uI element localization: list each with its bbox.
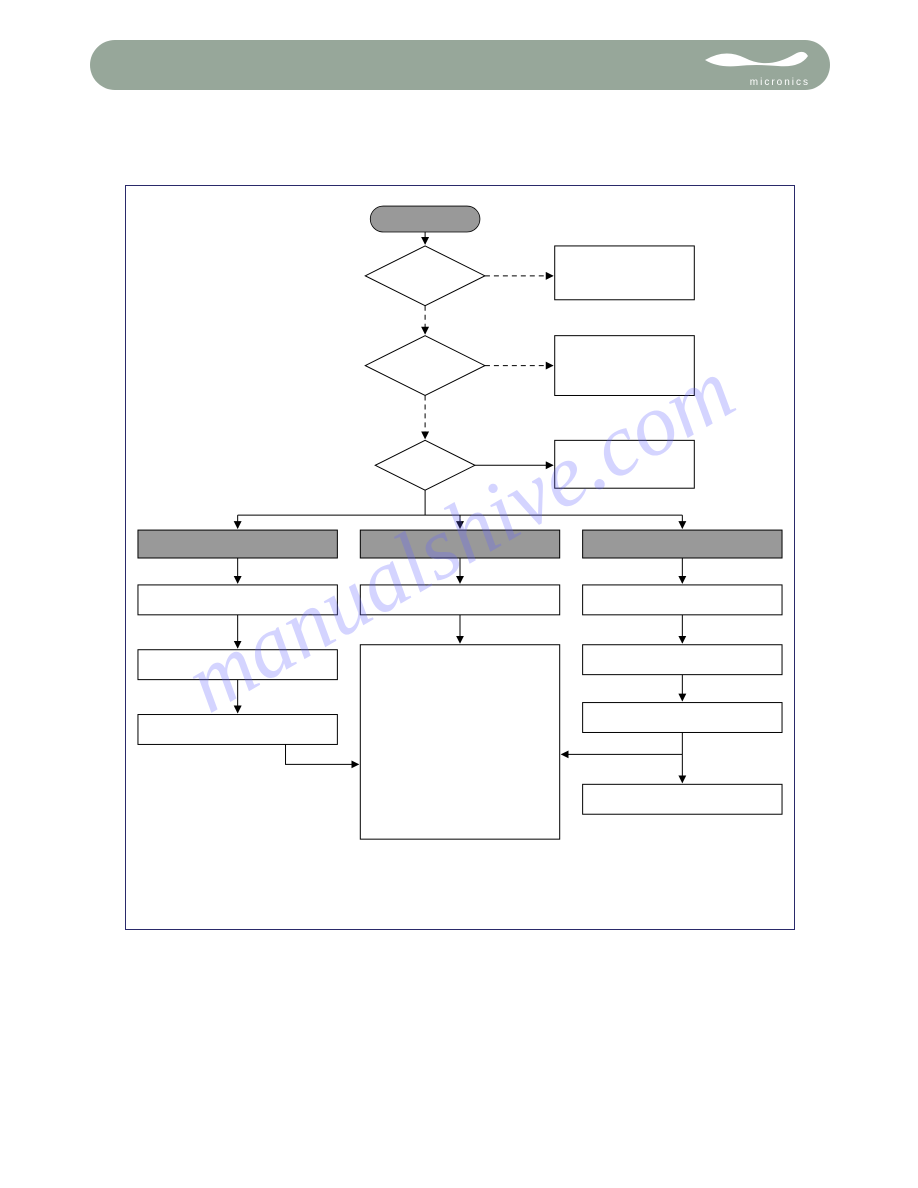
node-a1 xyxy=(138,585,337,615)
node-a2 xyxy=(138,650,337,680)
node-decision-2 xyxy=(365,336,485,396)
node-b2 xyxy=(360,645,559,839)
node-col-c xyxy=(583,530,782,558)
logo: micronics xyxy=(700,46,810,84)
node-col-a xyxy=(138,530,337,558)
logo-wave-icon xyxy=(700,46,810,70)
node-b1 xyxy=(360,585,559,615)
node-r3 xyxy=(555,440,695,488)
node-decision-3 xyxy=(375,440,475,490)
node-r1 xyxy=(555,246,695,300)
edge xyxy=(286,744,359,764)
flowchart xyxy=(126,186,794,929)
node-c4 xyxy=(583,784,782,814)
node-start xyxy=(370,206,480,232)
node-decision-1 xyxy=(365,246,485,306)
node-col-b xyxy=(360,530,559,558)
node-c2 xyxy=(583,645,782,675)
node-c3 xyxy=(583,703,782,733)
logo-text: micronics xyxy=(700,77,810,88)
node-a3 xyxy=(138,715,337,745)
node-r2 xyxy=(555,336,695,396)
header-bar: micronics xyxy=(90,40,830,90)
flowchart-frame: manualshive.com xyxy=(125,185,795,930)
page: micronics xyxy=(0,0,918,1188)
node-c1 xyxy=(583,585,782,615)
